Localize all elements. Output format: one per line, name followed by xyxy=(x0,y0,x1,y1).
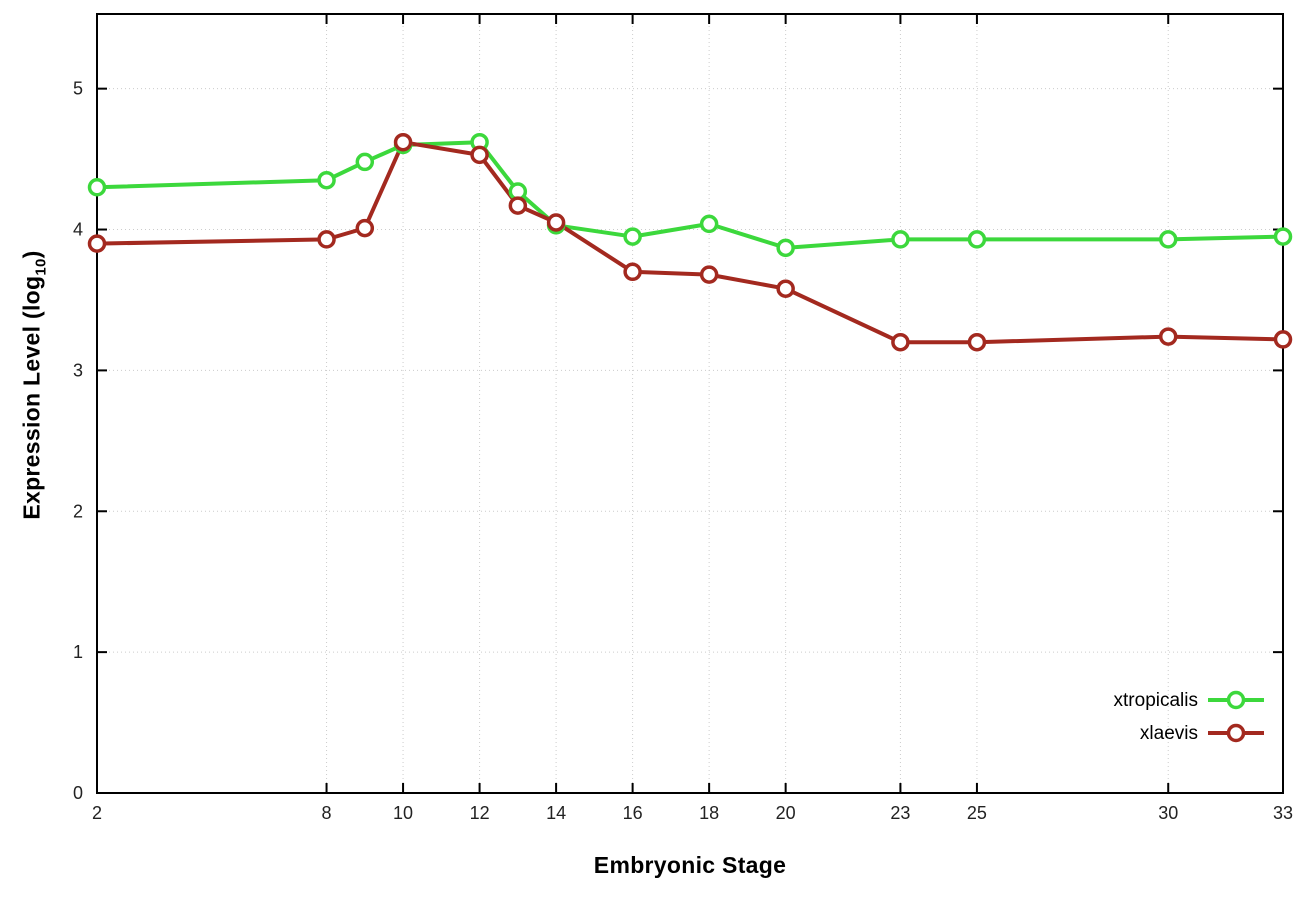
data-point-xlaevis xyxy=(623,262,642,282)
y-axis-title-text: Expression Level (log xyxy=(18,275,45,520)
data-point-xlaevis xyxy=(1273,330,1293,349)
y-tick-label: 3 xyxy=(73,360,83,380)
data-point-xlaevis xyxy=(470,145,489,165)
data-point-xlaevis xyxy=(699,265,719,284)
x-tick-label: 18 xyxy=(699,803,719,823)
series-line-xlaevis xyxy=(95,140,1285,345)
y-tick-label: 5 xyxy=(73,79,83,99)
x-axis-title: Embryonic Stage xyxy=(593,852,787,878)
data-point-xtropicalis xyxy=(891,230,910,249)
data-point-xlaevis xyxy=(87,234,107,253)
legend-label-xtropicalis: xtropicalis xyxy=(1114,690,1198,711)
data-point-xlaevis xyxy=(317,230,336,249)
plot-border xyxy=(96,13,1284,794)
y-axis-title-close: ) xyxy=(18,250,45,259)
data-point-xtropicalis xyxy=(87,178,107,197)
data-point-xlaevis xyxy=(393,132,413,152)
data-point-xlaevis xyxy=(508,196,528,215)
data-point-xtropicalis xyxy=(355,152,375,172)
data-point-xlaevis xyxy=(355,218,375,238)
x-tick-label: 2 xyxy=(92,803,102,823)
data-point-xtropicalis xyxy=(776,238,795,258)
data-point-xlaevis xyxy=(546,213,566,232)
data-point-xtropicalis xyxy=(1158,230,1178,249)
y-tick-label: 2 xyxy=(73,501,83,521)
x-tick-label: 25 xyxy=(967,803,987,823)
y-tick-label: 0 xyxy=(73,783,83,803)
data-point-xlaevis xyxy=(967,332,987,352)
data-point-xlaevis xyxy=(891,332,910,352)
x-tick-label: 16 xyxy=(623,803,643,823)
x-tick-label: 8 xyxy=(322,803,332,823)
x-tick-label: 12 xyxy=(470,803,490,823)
data-point-xlaevis xyxy=(776,279,795,298)
legend-marker-xtropicalis xyxy=(1226,690,1246,710)
series-line-xtropicalis xyxy=(95,140,1285,250)
x-tick-label: 20 xyxy=(776,803,796,823)
x-tick-label: 10 xyxy=(393,803,413,823)
data-point-xtropicalis xyxy=(967,230,987,249)
x-tick-label: 14 xyxy=(546,803,566,823)
y-axis-title: Expression Level (log10) xyxy=(19,250,50,519)
x-tick-label: 23 xyxy=(890,803,910,823)
y-tick-label: 1 xyxy=(73,642,83,662)
y-tick-label: 4 xyxy=(73,220,83,240)
data-point-xtropicalis xyxy=(699,214,719,234)
x-tick-label: 33 xyxy=(1273,803,1293,823)
data-point-xtropicalis xyxy=(623,227,642,246)
data-point-xtropicalis xyxy=(1273,227,1293,246)
legend-label-xlaevis: xlaevis xyxy=(1140,723,1198,744)
legend-marker-xlaevis xyxy=(1226,723,1246,743)
data-point-xlaevis xyxy=(1158,327,1178,346)
data-point-xtropicalis xyxy=(317,170,336,190)
y-axis-title-subscript: 10 xyxy=(32,258,50,276)
x-tick-label: 30 xyxy=(1158,803,1178,823)
